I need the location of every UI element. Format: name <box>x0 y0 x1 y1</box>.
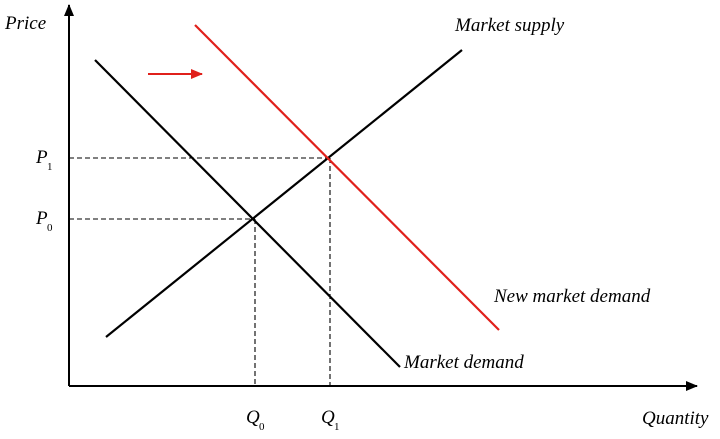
market-supply-line <box>105 49 463 338</box>
p0-tick-letter: P <box>35 208 48 229</box>
new-market-demand-line <box>194 24 500 331</box>
market-demand-label: Market demand <box>403 352 524 373</box>
q1-tick-label: Q 1 <box>321 407 340 433</box>
market-demand-line <box>94 59 401 368</box>
market-supply-label: Market supply <box>454 15 565 36</box>
p1-tick-subscript: 1 <box>47 161 53 173</box>
q0-tick-label: Q 0 <box>246 407 265 433</box>
p0-tick-label: P 0 <box>35 208 53 234</box>
new-market-demand-label: New market demand <box>493 286 651 307</box>
q1-tick-letter: Q <box>321 407 335 428</box>
p1-tick-label: P 1 <box>35 147 53 173</box>
x-axis-label: Quantity <box>642 408 709 429</box>
p1-tick-letter: P <box>35 147 48 168</box>
q1-tick-subscript: 1 <box>334 421 340 433</box>
q0-tick-letter: Q <box>246 407 260 428</box>
p0-tick-subscript: 0 <box>47 222 53 234</box>
y-axis-label: Price <box>4 13 46 34</box>
q0-tick-subscript: 0 <box>259 421 265 433</box>
